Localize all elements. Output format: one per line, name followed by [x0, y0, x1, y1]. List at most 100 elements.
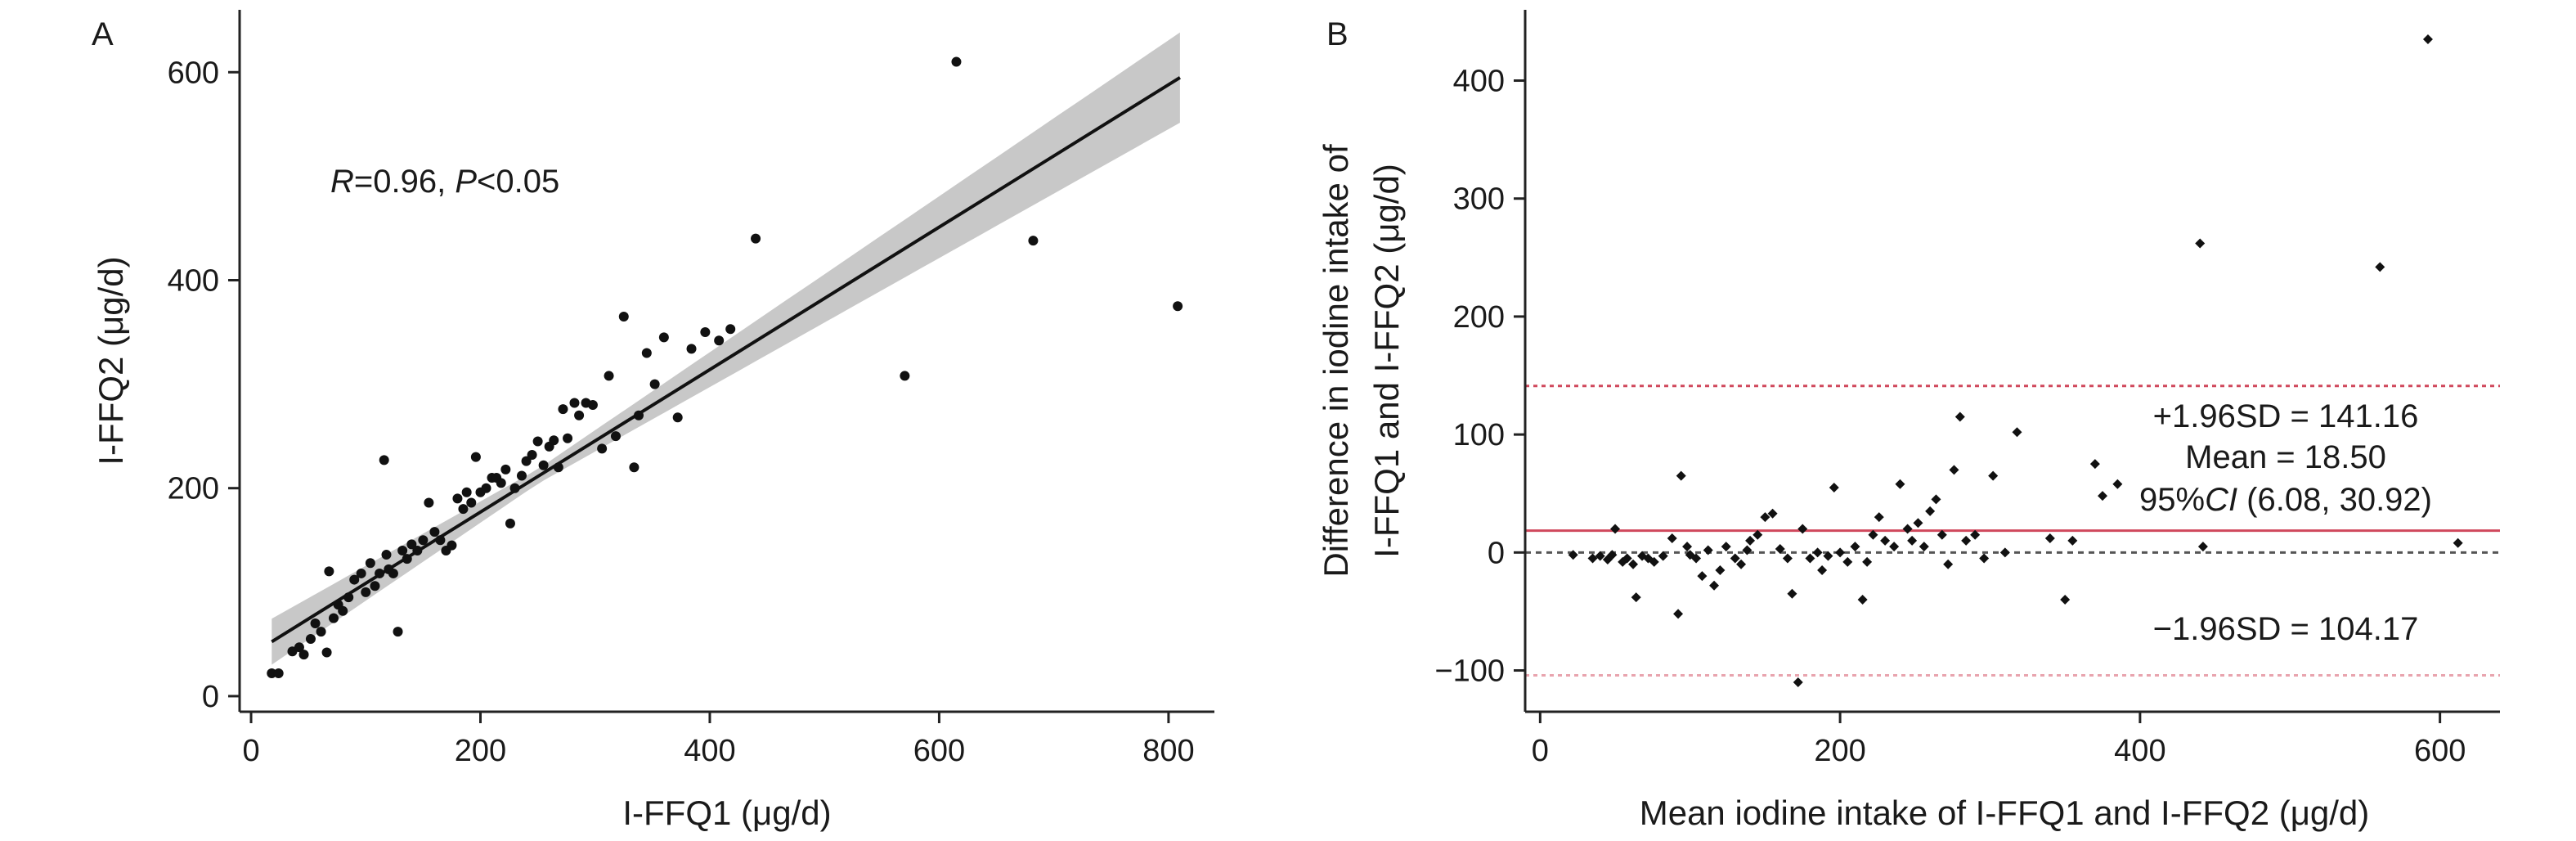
data-point — [1742, 545, 1752, 555]
data-point — [714, 335, 725, 346]
ci-values: (6.08, 30.92) — [2237, 482, 2432, 518]
data-point — [1936, 529, 1947, 540]
p-symbol: P — [455, 164, 477, 200]
data-point — [2089, 459, 2100, 470]
y-tick-label: −100 — [1434, 654, 1505, 689]
data-point — [2044, 533, 2055, 544]
data-point — [1949, 465, 1959, 475]
data-point — [402, 554, 412, 564]
data-point — [1895, 479, 1905, 489]
data-point — [516, 470, 527, 481]
data-point — [563, 433, 573, 443]
data-point — [658, 332, 669, 343]
data-point — [1913, 518, 1923, 528]
data-point — [1793, 677, 1803, 687]
data-point — [587, 400, 598, 411]
data-point — [406, 539, 417, 550]
data-point — [1868, 529, 1878, 540]
data-point — [365, 558, 375, 569]
r-value: =0.96, — [354, 164, 455, 200]
y-tick-label: 400 — [1453, 65, 1505, 99]
data-point — [461, 487, 472, 497]
data-point — [324, 566, 334, 577]
y-ticks: −100 0 100 200 300 400 — [1434, 65, 1525, 689]
data-point — [1568, 550, 1578, 560]
data-point — [1835, 547, 1846, 558]
data-point — [1667, 533, 1677, 544]
data-point — [458, 504, 469, 515]
data-point — [1954, 412, 1965, 422]
data-point — [2422, 34, 2433, 45]
y-tick-label: 100 — [1453, 418, 1505, 452]
data-point — [328, 613, 339, 623]
data-point — [2098, 491, 2108, 501]
y-axis-label-line2: I-FFQ1 and I-FFQ2 (μg/d) — [1367, 164, 1406, 558]
data-point — [1745, 535, 1756, 546]
data-point — [532, 436, 543, 447]
data-point — [1889, 542, 1900, 552]
data-point — [2112, 479, 2123, 489]
correlation-annotation: R=0.96, P<0.05 — [330, 164, 559, 200]
ci-band — [272, 32, 1180, 665]
data-point — [1730, 553, 1740, 564]
panel-b: B 0 200 400 600 −100 0 100 200 300 400 Mean iodi… — [1317, 10, 2500, 832]
data-point — [751, 233, 761, 244]
data-point — [1842, 556, 1853, 567]
data-point — [452, 493, 463, 504]
data-point — [1607, 550, 1618, 560]
data-point — [1658, 551, 1668, 561]
scatter-points — [267, 56, 1183, 678]
data-point — [1943, 559, 1954, 569]
y-tick-label: 0 — [202, 680, 219, 714]
upper-loa-annotation: +1.96SD = 141.16 — [2153, 398, 2419, 434]
x-tick-label: 0 — [242, 734, 259, 768]
data-point — [1767, 508, 1778, 519]
data-point — [2375, 262, 2385, 272]
data-point — [1587, 553, 1598, 564]
data-point — [649, 379, 660, 389]
data-point — [1649, 556, 1659, 567]
data-point — [549, 435, 559, 446]
data-point — [349, 574, 360, 585]
data-point — [2060, 595, 2071, 605]
data-point — [505, 518, 515, 528]
data-point — [1628, 559, 1639, 569]
x-tick-label: 200 — [455, 734, 506, 768]
data-point — [424, 497, 434, 508]
data-point — [447, 540, 457, 551]
data-point — [1760, 512, 1770, 523]
data-point — [700, 327, 711, 338]
data-point — [1631, 592, 1641, 603]
data-point — [1736, 559, 1747, 569]
data-point — [397, 545, 408, 555]
data-point — [672, 412, 683, 423]
scatter-points — [1568, 34, 2463, 687]
data-point — [1610, 524, 1621, 534]
data-point — [273, 668, 284, 678]
data-point — [538, 460, 549, 470]
y-tick-label: 400 — [168, 263, 219, 298]
data-point — [1715, 564, 1726, 575]
data-point — [1173, 301, 1183, 312]
data-point — [470, 452, 481, 462]
data-point — [381, 550, 392, 560]
y-tick-label: 600 — [168, 56, 219, 90]
data-point — [1850, 542, 1860, 552]
data-point — [569, 398, 580, 408]
x-axis-label: I-FFQ1 (μg/d) — [622, 794, 831, 832]
data-point — [1697, 571, 1708, 582]
data-point — [629, 462, 640, 473]
data-point — [356, 568, 366, 578]
data-point — [2195, 238, 2206, 249]
data-point — [1931, 494, 1941, 505]
data-point — [558, 404, 568, 415]
y-tick-label: 200 — [168, 472, 219, 506]
data-point — [1805, 553, 1815, 564]
data-point — [1862, 556, 1873, 567]
data-point — [900, 371, 910, 381]
data-point — [1919, 542, 1929, 552]
data-point — [1970, 529, 1981, 540]
data-point — [1775, 544, 1785, 555]
data-point — [725, 324, 736, 335]
